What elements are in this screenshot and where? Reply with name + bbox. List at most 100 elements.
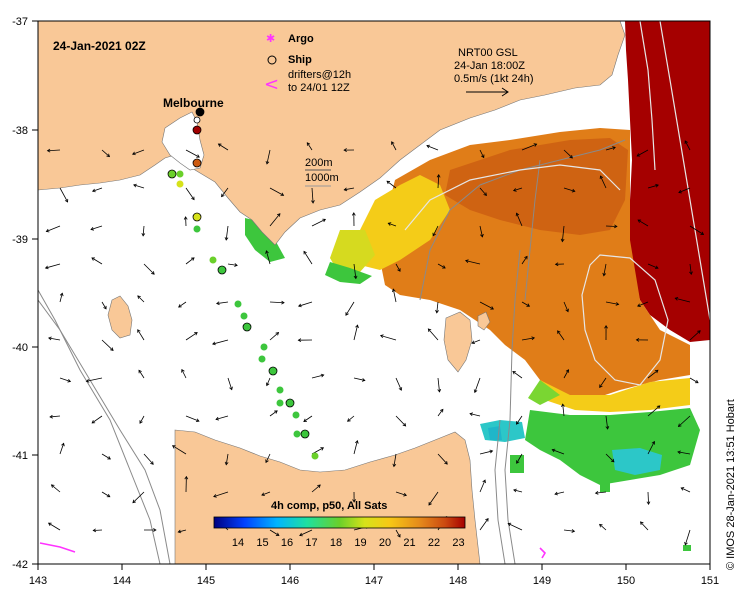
legend-drifters-line1: drifters@12h [288, 69, 351, 81]
current-arrow [479, 187, 487, 196]
current-arrowhead [44, 265, 49, 270]
current-arrowhead [561, 403, 565, 408]
current-arrowhead [428, 501, 432, 506]
current-arrowhead [229, 386, 233, 391]
current-arrow [557, 330, 565, 341]
current-arrowhead [677, 450, 681, 455]
current-arrow [50, 415, 61, 418]
current-arrowhead [684, 541, 688, 546]
current-arrow [605, 415, 609, 429]
current-arrow [101, 149, 110, 157]
colorbar-tick-label: 17 [305, 537, 317, 549]
current-arrow [479, 225, 483, 237]
current-arrowhead [133, 183, 137, 188]
current-arrow [59, 293, 63, 303]
current-arrow [216, 301, 229, 304]
current-arrowhead [177, 529, 182, 534]
x-tick-label: 146 [281, 575, 299, 587]
argo-icon: ✱ [266, 32, 275, 45]
ship-marker [293, 430, 301, 438]
current-arrowhead [212, 341, 216, 346]
current-arrowhead [599, 384, 603, 389]
current-arrow [689, 225, 704, 235]
colorbar-title: 4h comp, p50, All Sats [271, 500, 387, 512]
ship-marker [234, 300, 242, 308]
current-arrow [437, 263, 446, 269]
current-arrow [471, 339, 481, 344]
colorbar-tick-label: 19 [354, 537, 366, 549]
current-arrowhead [391, 288, 396, 293]
current-arrow [689, 263, 692, 275]
y-tick-label: -37 [12, 16, 28, 28]
current-arrowhead [215, 416, 220, 421]
current-arrow [675, 297, 691, 303]
current-arrowhead [427, 328, 432, 333]
current-arrowhead [61, 442, 65, 447]
ship-marker [242, 322, 252, 332]
current-arrowhead [554, 491, 558, 496]
current-arrowhead [651, 440, 656, 445]
x-tick-label: 148 [449, 575, 467, 587]
current-arrowhead [605, 426, 610, 430]
current-arrowhead [141, 232, 146, 237]
legend-argo: Argo [288, 33, 314, 45]
legend: ✱ Argo Ship < drifters@12h to 24/01 12Z [264, 32, 351, 95]
current-arrowhead [46, 148, 51, 153]
current-arrow [388, 222, 397, 227]
current-arrow [269, 332, 279, 341]
current-arrow [172, 445, 187, 455]
current-arrowhead [224, 237, 229, 241]
current-arrow [218, 143, 229, 151]
current-arrow [137, 295, 145, 303]
current-arrow [465, 260, 481, 265]
ship-marker [217, 265, 227, 275]
current-arrow [684, 140, 691, 151]
current-arrow [605, 147, 616, 151]
current-arrowhead [526, 303, 531, 307]
current-arrow [432, 225, 439, 236]
current-arrowhead [436, 174, 441, 178]
current-arrowhead [131, 151, 136, 156]
current-arrow [143, 263, 155, 275]
isobath-lines [38, 139, 626, 564]
current-arrow [59, 377, 71, 382]
current-arrow [86, 377, 103, 382]
current-arrowhead [489, 449, 494, 454]
current-arrowhead [181, 368, 185, 373]
current-arrow [521, 256, 528, 265]
current-arrowhead [213, 494, 217, 498]
current-arrow [469, 413, 481, 417]
current-arrow [428, 328, 439, 341]
current-arrow [395, 263, 401, 272]
y-tick-label: -41 [12, 450, 28, 462]
current-arrowhead [636, 153, 641, 157]
current-arrowhead [194, 332, 198, 336]
current-arrow [133, 184, 145, 189]
current-arrow [185, 187, 195, 200]
current-arrow [600, 175, 607, 189]
current-arrow [689, 377, 699, 384]
current-arrow [48, 522, 61, 531]
ship-marker [258, 355, 266, 363]
current-arrow [563, 369, 569, 379]
current-arrowhead [695, 379, 699, 384]
current-arrowhead [398, 387, 403, 391]
current-arrowhead [637, 303, 641, 307]
current-arrowhead [565, 369, 570, 373]
current-arrow [138, 370, 145, 379]
current-arrowhead [297, 338, 302, 343]
current-arrowhead [674, 296, 679, 301]
current-arrow [91, 415, 103, 424]
current-arrow [227, 263, 238, 266]
current-arrow [426, 145, 439, 151]
current-arrowhead [557, 330, 561, 334]
current-arrowhead [151, 271, 155, 275]
current-arrowhead [171, 445, 176, 449]
current-arrowhead [355, 324, 359, 329]
y-tick-label: -40 [12, 342, 28, 354]
current-arrowhead [217, 143, 222, 147]
ship-marker [176, 170, 184, 178]
port-markers [192, 107, 205, 168]
current-arrow [513, 187, 523, 192]
current-arrow [563, 149, 573, 159]
